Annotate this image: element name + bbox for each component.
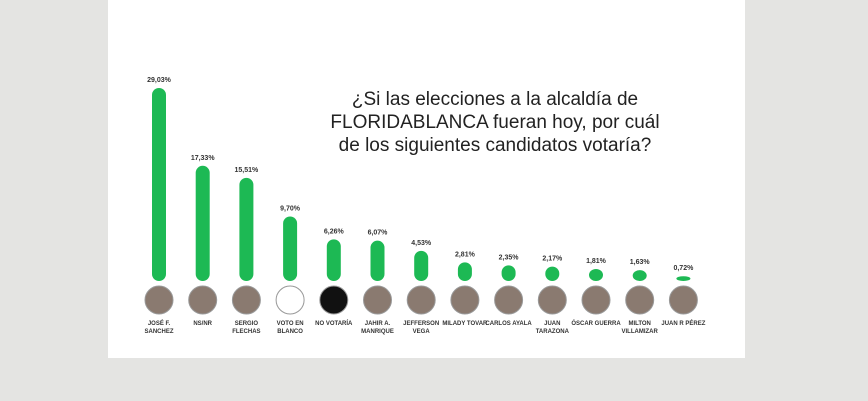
chart-title: ¿Si las elecciones a la alcaldía de FLOR… bbox=[330, 89, 660, 156]
x-tick-label: MILTON VILLAMIZAR bbox=[621, 321, 658, 335]
avatar bbox=[231, 285, 261, 315]
x-tick-label: JOSÉ F. SANCHEZ bbox=[144, 321, 174, 335]
x-tick-label: SERGIO FLECHAS bbox=[232, 321, 261, 335]
x-tick-label: JUAN R PÉREZ bbox=[661, 321, 706, 327]
value-label: 9,70% bbox=[280, 206, 301, 213]
bar bbox=[239, 177, 254, 281]
bar bbox=[283, 216, 298, 281]
value-label: 15,51% bbox=[235, 167, 260, 174]
bar bbox=[414, 250, 429, 281]
avatar bbox=[668, 285, 698, 315]
value-label: 4,53% bbox=[411, 240, 432, 247]
value-label: 2,35% bbox=[499, 254, 520, 261]
x-tick-label: JEFFERSON VEGA bbox=[403, 321, 440, 335]
avatar bbox=[581, 285, 611, 315]
x-tick-label: CARLOS AYALA bbox=[485, 321, 532, 327]
avatar bbox=[319, 285, 349, 315]
value-label: 1,63% bbox=[630, 259, 651, 266]
avatar bbox=[275, 285, 305, 315]
avatar bbox=[406, 285, 436, 315]
value-label: 2,81% bbox=[455, 251, 476, 258]
bar bbox=[195, 165, 210, 281]
value-label: 0,72% bbox=[673, 265, 694, 272]
bar bbox=[632, 270, 647, 281]
avatar bbox=[188, 285, 218, 315]
value-label: 2,17% bbox=[542, 256, 563, 263]
value-label: 29,03% bbox=[147, 77, 172, 84]
bar bbox=[676, 276, 691, 281]
avatar bbox=[144, 285, 174, 315]
value-label: 6,26% bbox=[324, 228, 345, 235]
value-label: 1,81% bbox=[586, 258, 607, 265]
bar bbox=[501, 265, 516, 281]
value-label: 6,07% bbox=[368, 230, 389, 237]
bar bbox=[152, 88, 166, 281]
x-tick-label: NS/NR bbox=[193, 321, 213, 327]
x-tick-label: JAHIR A. MANRIQUE bbox=[361, 321, 394, 335]
bar bbox=[326, 239, 341, 281]
avatar bbox=[450, 285, 480, 315]
x-tick-label: ÓSCAR GUERRA bbox=[571, 321, 621, 327]
bar bbox=[457, 262, 472, 281]
avatar bbox=[625, 285, 655, 315]
x-tick-label: VOTO EN BLANCO bbox=[276, 321, 304, 335]
x-tick-label: JUAN TARAZONA bbox=[535, 321, 569, 335]
x-tick-label: MILADY TOVAR bbox=[442, 321, 488, 327]
bar bbox=[370, 240, 385, 281]
bar bbox=[545, 266, 560, 281]
value-label: 17,33% bbox=[191, 155, 216, 162]
x-tick-label: NO VOTARÍA bbox=[315, 321, 353, 327]
avatar bbox=[537, 285, 567, 315]
avatar bbox=[363, 285, 392, 315]
bar bbox=[589, 268, 603, 281]
avatar bbox=[494, 285, 524, 315]
